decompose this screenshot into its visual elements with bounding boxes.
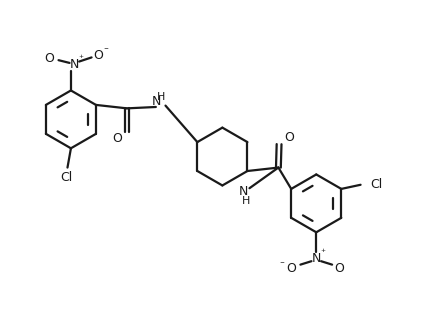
Text: $^-$: $^-$ xyxy=(102,45,110,54)
Text: O: O xyxy=(284,131,293,144)
Text: N: N xyxy=(312,252,321,265)
Text: Cl: Cl xyxy=(370,178,382,191)
Text: O: O xyxy=(112,132,122,145)
Text: $^+$: $^+$ xyxy=(77,54,85,63)
Text: $^-$: $^-$ xyxy=(278,259,286,268)
Text: O: O xyxy=(286,262,297,275)
Text: O: O xyxy=(45,52,54,65)
Text: $^+$: $^+$ xyxy=(319,248,327,257)
Text: N: N xyxy=(152,95,161,108)
Text: H: H xyxy=(242,196,250,206)
Text: Cl: Cl xyxy=(61,171,73,184)
Text: N: N xyxy=(70,58,79,71)
Text: H: H xyxy=(156,92,165,102)
Text: O: O xyxy=(335,262,345,275)
Text: O: O xyxy=(94,49,103,62)
Text: N: N xyxy=(239,185,248,198)
